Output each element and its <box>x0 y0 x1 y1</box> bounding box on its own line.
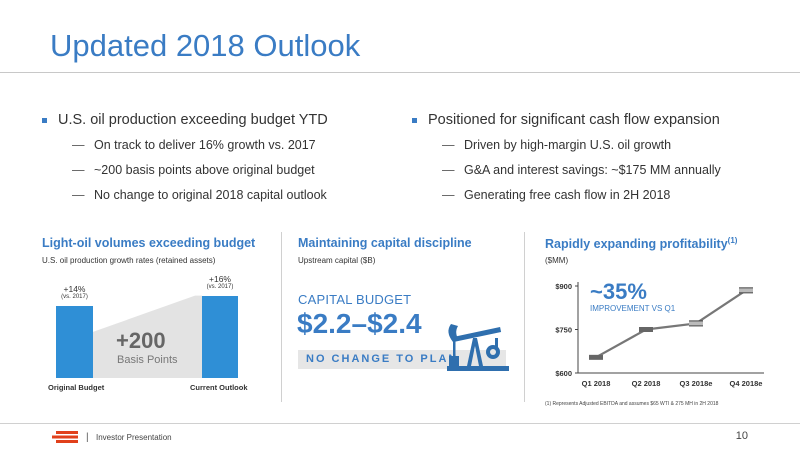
panel1-subtitle: U.S. oil production growth rates (retain… <box>42 256 216 265</box>
panel1-title: Light-oil volumes exceeding budget <box>42 236 256 250</box>
page-number: 10 <box>735 430 748 442</box>
bar-value-label: +14% (vs. 2017) <box>50 283 99 300</box>
x-tick-label: Q2 2018 <box>632 379 661 388</box>
left-sub-bullet: — ~200 basis points above original budget <box>72 163 328 177</box>
bar-note: (vs. 2017) <box>206 283 234 290</box>
left-sub-bullet: — On track to deliver 16% growth vs. 2017 <box>72 138 328 152</box>
panel3-subtitle: ($MM) <box>545 256 569 265</box>
growth-wedge <box>93 295 202 378</box>
improvement-label: IMPROVEMENT VS Q1 <box>590 304 676 313</box>
panel2-title: Maintaining capital discipline <box>298 236 472 250</box>
series-line <box>595 289 747 359</box>
panel-divider <box>524 232 525 402</box>
left-sub-bullet: — No change to original 2018 capital outl… <box>72 188 328 202</box>
oil-pumpjack-icon <box>447 324 509 371</box>
page-title: Updated 2018 Outlook <box>50 28 361 63</box>
dash-icon: — <box>442 188 455 202</box>
y-tick-label: $600 <box>555 369 572 378</box>
panel-divider <box>281 232 282 402</box>
data-point <box>589 354 603 360</box>
panel3-title: Rapidly expanding profitability(1) <box>545 236 737 251</box>
category-label: Original Budget <box>48 383 105 392</box>
right-bullet-main: Positioned for significant cash flow exp… <box>410 112 721 128</box>
data-point <box>639 327 653 332</box>
left-bullet-main: U.S. oil production exceeding budget YTD <box>40 112 328 128</box>
bar-note: (vs. 2017) <box>61 293 88 300</box>
bar-value: +16% <box>209 273 231 284</box>
no-change-text: NO CHANGE TO PLAN <box>306 353 459 365</box>
basis-points-label: Basis Points <box>117 354 178 366</box>
panel3-title-footnote-marker: (1) <box>727 236 738 245</box>
improvement-value: ~35% <box>590 279 647 304</box>
bullet-square-icon <box>412 118 417 123</box>
data-point <box>739 287 753 293</box>
data-point <box>689 320 703 326</box>
bar-value: +14% <box>63 283 86 294</box>
y-tick-label: $900 <box>555 282 572 291</box>
right-sub-bullet: — Generating free cash flow in 2H 2018 <box>442 188 721 202</box>
x-tick-label: Q4 2018e <box>730 379 763 388</box>
left-sub-bullet-text: On track to deliver 16% growth vs. 2017 <box>94 138 316 152</box>
left-sub-bullet-text: ~200 basis points above original budget <box>94 163 315 177</box>
right-sub-bullet-text: G&A and interest savings: ~$175 MM annua… <box>464 163 721 177</box>
dash-icon: — <box>72 138 85 152</box>
dash-icon: — <box>442 138 455 152</box>
x-tick-label: Q3 2018e <box>680 379 713 388</box>
bullet-square-icon <box>42 118 47 123</box>
footer-text: Investor Presentation <box>96 433 172 442</box>
dash-icon: — <box>442 163 455 177</box>
right-sub-bullet: — G&A and interest savings: ~$175 MM annu… <box>442 163 721 177</box>
left-bullet-group: U.S. oil production exceeding budget YTD… <box>40 112 328 213</box>
capital-budget-value: $2.2–$2.4 <box>297 308 422 339</box>
title-divider <box>0 72 800 73</box>
right-sub-bullet: — Driven by high-margin U.S. oil growth <box>442 138 721 152</box>
left-bullet-main-text: U.S. oil production exceeding budget YTD <box>58 112 328 128</box>
footnote: (1) Represents Adjusted EBITDA and assum… <box>545 401 719 407</box>
panel3-title-text: Rapidly expanding profitability <box>545 237 728 252</box>
right-sub-bullet-text: Driven by high-margin U.S. oil growth <box>464 138 672 152</box>
right-bullet-group: Positioned for significant cash flow exp… <box>410 112 721 213</box>
panel2-subtitle: Upstream capital ($B) <box>298 256 376 265</box>
dash-icon: — <box>72 163 85 177</box>
bar-original-budget <box>56 305 93 378</box>
ebitda-line-chart: $600 $750 $900 Q1 2018 Q2 2018 Q3 2018e Q4 201… <box>555 282 764 388</box>
dash-icon: — <box>72 188 85 202</box>
company-logo-icon <box>52 431 78 443</box>
bar-current-outlook <box>202 295 238 378</box>
basis-points-value: +200 <box>116 328 166 353</box>
left-sub-bullet-text: No change to original 2018 capital outlo… <box>94 188 327 202</box>
footer-divider <box>0 423 800 424</box>
capital-budget-label: CAPITAL BUDGET <box>298 292 412 307</box>
x-tick-label: Q1 2018 <box>582 379 611 388</box>
y-tick-label: $750 <box>555 326 572 335</box>
category-label: Current Outlook <box>190 383 248 392</box>
right-sub-bullet-text: Generating free cash flow in 2H 2018 <box>464 188 671 202</box>
right-bullet-main-text: Positioned for significant cash flow exp… <box>428 112 720 128</box>
bar-value-label: +16% (vs. 2017) <box>196 273 244 290</box>
footer-separator: | <box>86 432 89 443</box>
